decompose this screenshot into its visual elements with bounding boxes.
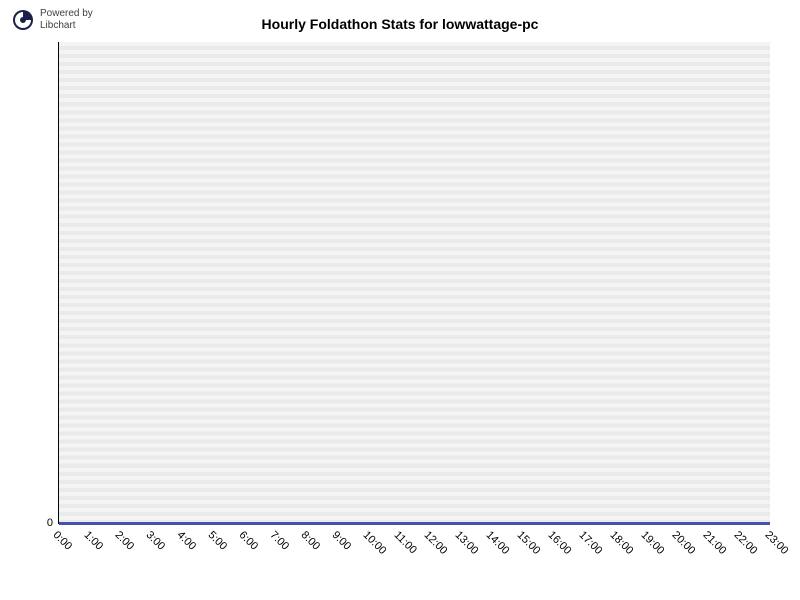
x-axis-tick-label: 9:00 (329, 529, 353, 553)
x-axis-tick-label: 23:00 (763, 529, 791, 557)
x-axis-tick-label: 15:00 (515, 529, 543, 557)
x-axis-tick-label: 7:00 (267, 529, 291, 553)
x-axis-tick-label: 18:00 (608, 529, 636, 557)
x-axis-tick-label: 19:00 (639, 529, 667, 557)
x-axis-tick-label: 5:00 (205, 529, 229, 553)
x-axis-tick-label: 11:00 (391, 529, 418, 556)
x-axis-tick-label: 16:00 (546, 529, 574, 557)
x-axis-tick-label: 2:00 (112, 529, 136, 553)
x-axis-tick-label: 12:00 (422, 529, 450, 557)
plot-gridlines (59, 42, 770, 523)
chart-title: Hourly Foldathon Stats for lowwattage-pc (0, 16, 800, 32)
plot-area: 0 0:001:002:003:004:005:006:007:008:009:… (58, 42, 770, 524)
y-axis-tick-label: 0 (47, 517, 53, 529)
x-axis-tick-label: 0:00 (51, 529, 75, 553)
x-axis-tick-label: 17:00 (577, 529, 605, 557)
x-axis-tick-label: 1:00 (81, 529, 105, 553)
x-axis-tick-label: 8:00 (298, 529, 322, 553)
x-axis-tick-label: 14:00 (484, 529, 512, 557)
x-axis-tick-label: 4:00 (174, 529, 198, 553)
x-axis-tick-label: 10:00 (360, 529, 388, 557)
x-axis-tick-label: 6:00 (236, 529, 260, 553)
x-axis-tick-label: 13:00 (453, 529, 481, 557)
x-axis-tick-label: 22:00 (732, 529, 760, 557)
chart-container: Powered by Libchart Hourly Foldathon Sta… (0, 0, 800, 600)
x-axis-tick-labels: 0:001:002:003:004:005:006:007:008:009:00… (59, 523, 770, 600)
x-axis-tick-label: 21:00 (701, 529, 729, 557)
x-axis-tick-label: 3:00 (143, 529, 167, 553)
x-axis-tick-label: 20:00 (670, 529, 698, 557)
